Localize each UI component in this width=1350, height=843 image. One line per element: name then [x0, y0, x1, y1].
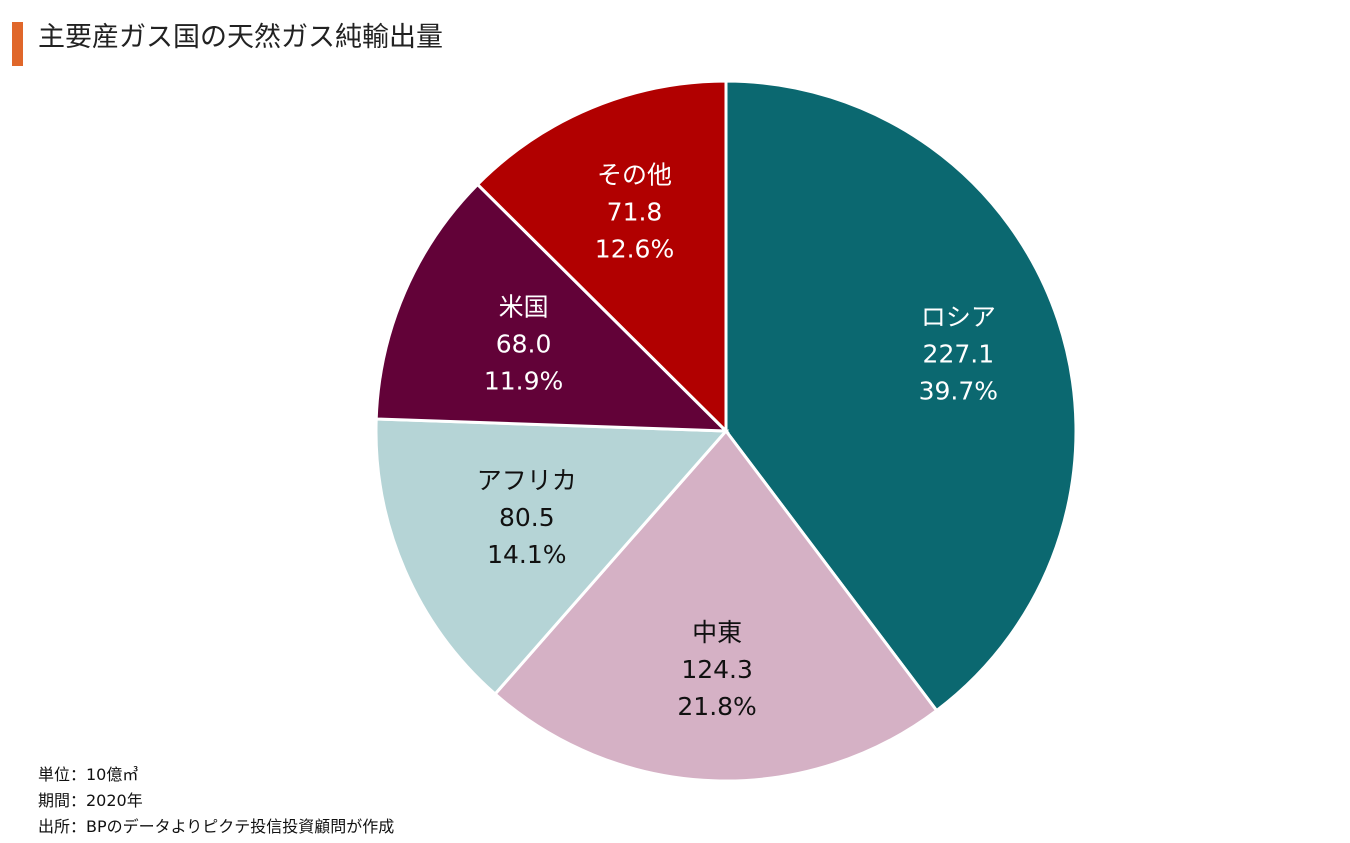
pie-slice-2	[374, 417, 730, 697]
slice-label-4: その他	[597, 160, 672, 189]
slice-value-1: 124.3	[681, 655, 753, 684]
slice-value-2: 80.5	[499, 503, 555, 532]
slice-percent-2: 14.1%	[487, 540, 566, 569]
pie-slice-4	[475, 79, 728, 435]
period-note: 期間：2020年	[38, 791, 143, 810]
slice-value-4: 71.8	[607, 197, 663, 226]
slice-value-0: 227.1	[923, 339, 995, 368]
slice-percent-3: 11.9%	[484, 367, 563, 396]
pie-slice-0	[724, 79, 1078, 713]
slice-label-3: 米国	[499, 293, 549, 322]
slice-label-1: 中東	[692, 618, 742, 647]
chart-title: 主要産ガス国の天然ガス純輸出量	[38, 22, 443, 53]
slice-label-0: ロシア	[921, 302, 996, 331]
slice-label-2: アフリカ	[477, 466, 577, 495]
title-accent-bar	[12, 22, 23, 66]
source-note: 出所：BPのデータよりピクテ投信投資顧問が作成	[38, 817, 395, 836]
slice-percent-4: 12.6%	[595, 234, 674, 263]
pie-slice-1	[492, 428, 939, 783]
slice-percent-0: 39.7%	[919, 376, 998, 405]
unit-note: 単位：10億㎥	[38, 765, 139, 784]
chart-notes: 単位：10億㎥ 期間：2020年 出所：BPのデータよりピクテ投信投資顧問が作成	[38, 762, 394, 840]
slice-percent-1: 21.8%	[677, 692, 756, 721]
pie-slice-3	[374, 182, 730, 433]
slice-value-3: 68.0	[496, 330, 552, 359]
